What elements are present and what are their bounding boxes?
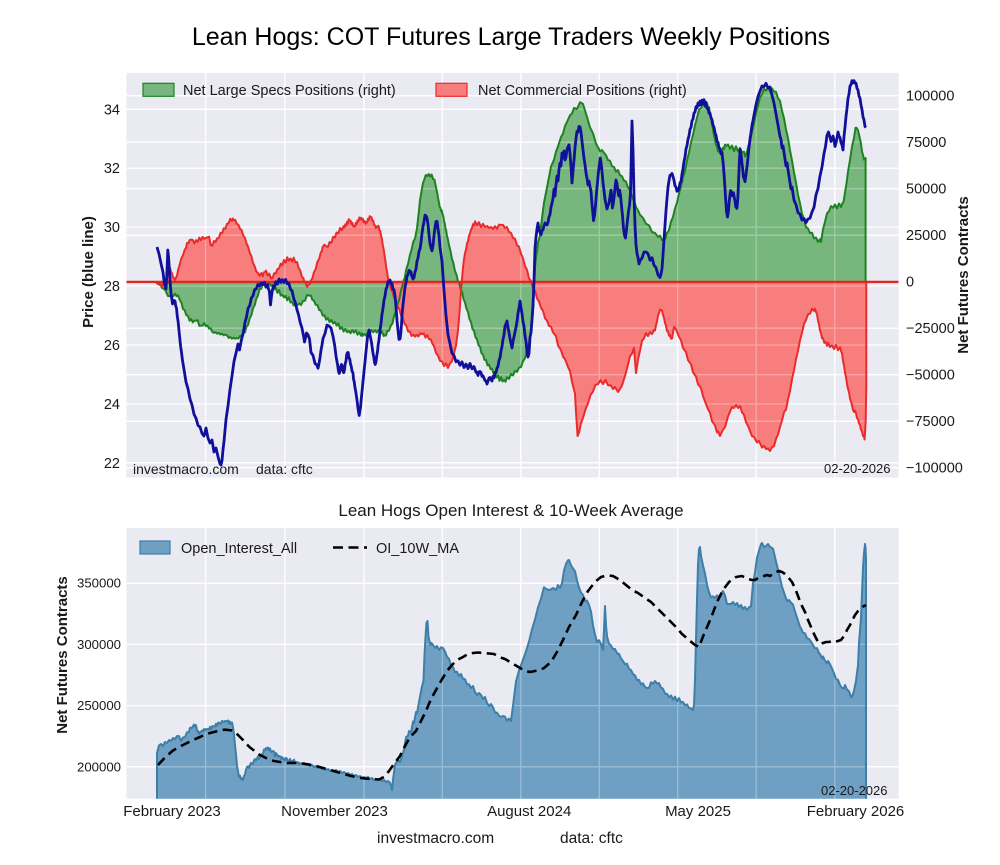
svg-text:26: 26 (104, 338, 120, 354)
svg-text:data: cftc: data: cftc (256, 461, 313, 477)
svg-text:August 2024: August 2024 (487, 803, 571, 820)
svg-text:November 2023: November 2023 (281, 803, 388, 820)
svg-text:50000: 50000 (906, 182, 946, 198)
svg-text:Net Commercial Positions (righ: Net Commercial Positions (right) (478, 83, 687, 99)
svg-text:−25000: −25000 (906, 321, 955, 337)
svg-text:0: 0 (906, 275, 914, 291)
svg-text:Lean Hogs Open Interest & 10-W: Lean Hogs Open Interest & 10-Week Averag… (338, 501, 683, 520)
svg-text:25000: 25000 (906, 228, 946, 244)
svg-text:Net Large Specs Positions (rig: Net Large Specs Positions (right) (183, 83, 396, 99)
svg-text:Open_Interest_All: Open_Interest_All (181, 541, 297, 557)
svg-text:28: 28 (104, 279, 120, 295)
svg-text:250000: 250000 (77, 698, 121, 713)
svg-text:Net Futures Contracts: Net Futures Contracts (955, 196, 972, 354)
svg-text:investmacro.com: investmacro.com (377, 830, 494, 847)
svg-text:32: 32 (104, 161, 120, 177)
svg-text:May 2025: May 2025 (665, 803, 731, 820)
svg-text:−100000: −100000 (906, 461, 963, 477)
svg-text:Net Futures Contracts: Net Futures Contracts (54, 576, 71, 734)
svg-text:−75000: −75000 (906, 414, 955, 430)
svg-text:Lean Hogs: COT Futures Large T: Lean Hogs: COT Futures Large Traders Wee… (192, 23, 830, 51)
svg-text:February 2023: February 2023 (123, 803, 221, 820)
svg-text:200000: 200000 (77, 759, 121, 774)
svg-text:100000: 100000 (906, 89, 954, 105)
svg-text:February 2026: February 2026 (807, 803, 905, 820)
svg-text:OI_10W_MA: OI_10W_MA (376, 541, 459, 557)
svg-text:34: 34 (104, 102, 120, 118)
svg-text:22: 22 (104, 456, 120, 472)
svg-text:24: 24 (104, 397, 120, 413)
svg-text:02-20-2026: 02-20-2026 (821, 783, 888, 798)
svg-text:Price (blue line): Price (blue line) (80, 216, 97, 328)
svg-text:data: cftc: data: cftc (560, 830, 623, 847)
svg-text:30: 30 (104, 220, 120, 236)
svg-text:02-20-2026: 02-20-2026 (824, 461, 891, 476)
svg-text:300000: 300000 (77, 637, 121, 652)
svg-text:350000: 350000 (77, 576, 121, 591)
svg-text:75000: 75000 (906, 135, 946, 151)
svg-text:investmacro.com: investmacro.com (133, 461, 239, 477)
svg-text:−50000: −50000 (906, 368, 955, 384)
